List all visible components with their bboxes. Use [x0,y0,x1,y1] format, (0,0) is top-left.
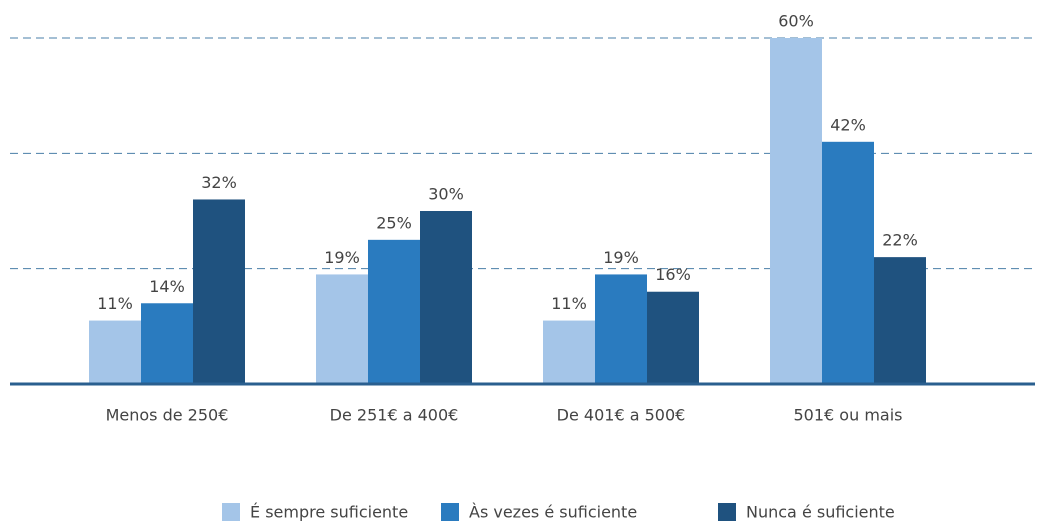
bar [316,274,368,384]
bar [89,320,141,384]
x-tick-label: De 251€ a 400€ [330,406,459,425]
data-label: 32% [201,173,237,192]
bar [193,199,245,384]
x-tick-label: De 401€ a 500€ [557,406,686,425]
data-label: 60% [778,12,814,31]
data-label: 19% [324,248,360,267]
x-tick-label: 501€ ou mais [794,406,903,425]
bar [420,211,472,384]
bar [770,38,822,384]
x-tick-label: Menos de 250€ [106,406,229,425]
bar [595,274,647,384]
legend-label: Nunca é suficiente [746,503,895,522]
data-label: 14% [149,277,185,296]
data-label: 16% [655,265,691,284]
legend-swatch [441,503,459,521]
legend-label: É sempre suficiente [250,503,408,522]
data-label: 25% [376,213,412,232]
data-label: 30% [428,185,464,204]
bar [647,291,699,384]
bar [874,257,926,384]
legend-label: Às vezes é suficiente [469,503,637,522]
data-label: 11% [551,294,587,313]
data-label: 22% [882,231,918,250]
legend-swatch [718,503,736,521]
data-label: 19% [603,248,639,267]
bar [822,141,874,384]
bar [141,303,193,384]
legend-swatch [222,503,240,521]
data-label: 11% [97,294,133,313]
data-label: 42% [830,115,866,134]
bar [368,239,420,384]
bar [543,320,595,384]
